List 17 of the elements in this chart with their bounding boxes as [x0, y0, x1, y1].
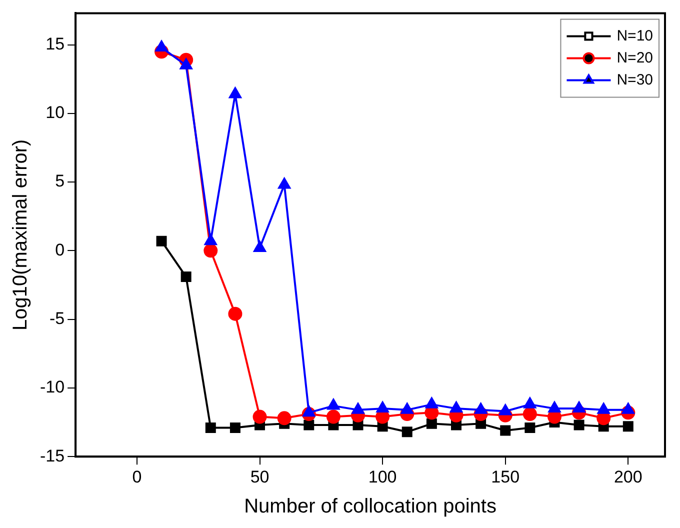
x-tick-label: 150 [491, 467, 520, 486]
x-tick-label: 50 [250, 467, 270, 486]
y-tick-label: 10 [46, 103, 65, 122]
y-tick-label: -15 [40, 446, 65, 466]
y-tick-label: -10 [40, 378, 65, 397]
x-tick-label: 200 [614, 467, 642, 486]
y-tick-label: 15 [46, 34, 65, 54]
legend-label: N=10 [616, 27, 654, 44]
x-tick-label: 0 [132, 467, 142, 486]
legend-label: N=20 [616, 49, 654, 66]
y-tick-label: -5 [49, 309, 65, 328]
x-axis-title: Number of collocation points [244, 496, 496, 518]
y-tick-label: 5 [55, 172, 65, 191]
legend-label: N=30 [616, 71, 654, 88]
y-tick-label: 0 [55, 240, 65, 260]
x-tick-label: 100 [368, 467, 397, 486]
y-axis-title: Log10(maximal error) [10, 139, 32, 330]
